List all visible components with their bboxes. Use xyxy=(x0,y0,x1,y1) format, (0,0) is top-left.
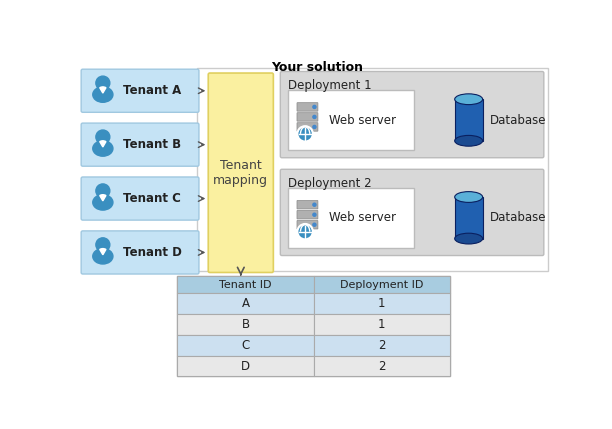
Bar xyxy=(177,314,314,335)
Circle shape xyxy=(96,130,110,144)
Text: C: C xyxy=(241,339,250,352)
Text: Database: Database xyxy=(490,211,547,224)
FancyBboxPatch shape xyxy=(297,123,318,131)
Circle shape xyxy=(313,213,316,216)
Circle shape xyxy=(313,115,316,118)
Wedge shape xyxy=(100,87,106,93)
FancyBboxPatch shape xyxy=(81,69,199,112)
Text: 2: 2 xyxy=(378,339,386,352)
Circle shape xyxy=(313,223,316,226)
Ellipse shape xyxy=(455,94,483,105)
Bar xyxy=(314,314,450,335)
Bar xyxy=(196,68,548,271)
Ellipse shape xyxy=(93,195,113,210)
Text: Tenant D: Tenant D xyxy=(123,246,182,259)
Text: D: D xyxy=(241,360,250,372)
Circle shape xyxy=(297,224,313,239)
Ellipse shape xyxy=(93,141,113,156)
FancyBboxPatch shape xyxy=(297,200,318,209)
Text: Tenant A: Tenant A xyxy=(123,84,181,97)
Text: Deployment 2: Deployment 2 xyxy=(288,177,371,190)
FancyBboxPatch shape xyxy=(81,177,199,220)
Ellipse shape xyxy=(455,233,483,244)
FancyBboxPatch shape xyxy=(208,73,274,272)
Bar xyxy=(177,276,314,293)
Text: Tenant
mapping: Tenant mapping xyxy=(214,159,268,187)
Wedge shape xyxy=(100,248,106,255)
Ellipse shape xyxy=(93,248,113,264)
Text: Deployment ID: Deployment ID xyxy=(340,280,424,290)
Circle shape xyxy=(96,76,110,90)
Bar xyxy=(177,356,314,376)
FancyBboxPatch shape xyxy=(297,113,318,121)
Bar xyxy=(455,99,483,141)
Bar xyxy=(177,293,314,314)
Text: Your solution: Your solution xyxy=(271,61,363,74)
Text: Web server: Web server xyxy=(329,211,396,224)
Ellipse shape xyxy=(93,87,113,102)
FancyBboxPatch shape xyxy=(280,169,544,256)
Text: A: A xyxy=(242,297,250,310)
Text: Tenant C: Tenant C xyxy=(123,192,181,205)
Ellipse shape xyxy=(455,192,483,202)
Bar xyxy=(314,356,450,376)
Text: Deployment 1: Deployment 1 xyxy=(288,79,371,92)
Text: 1: 1 xyxy=(378,297,386,310)
FancyBboxPatch shape xyxy=(297,221,318,229)
FancyBboxPatch shape xyxy=(81,123,199,166)
FancyBboxPatch shape xyxy=(297,211,318,219)
Bar xyxy=(288,188,414,248)
Text: Database: Database xyxy=(490,114,547,127)
Circle shape xyxy=(313,125,316,128)
Text: Tenant B: Tenant B xyxy=(123,138,181,151)
Wedge shape xyxy=(100,141,106,147)
Wedge shape xyxy=(100,195,106,201)
Circle shape xyxy=(313,106,316,109)
Bar xyxy=(455,197,483,239)
Bar xyxy=(314,276,450,293)
Ellipse shape xyxy=(455,136,483,146)
Bar xyxy=(314,293,450,314)
Circle shape xyxy=(96,184,110,198)
FancyBboxPatch shape xyxy=(297,103,318,111)
Bar xyxy=(288,90,414,150)
Circle shape xyxy=(297,126,313,142)
FancyBboxPatch shape xyxy=(81,231,199,274)
Bar xyxy=(177,276,450,376)
Text: 2: 2 xyxy=(378,360,386,372)
Circle shape xyxy=(96,238,110,252)
Circle shape xyxy=(313,203,316,206)
Bar xyxy=(314,335,450,356)
Bar xyxy=(177,335,314,356)
Text: Web server: Web server xyxy=(329,114,396,127)
Text: B: B xyxy=(241,318,250,331)
Text: Tenant ID: Tenant ID xyxy=(219,280,272,290)
FancyBboxPatch shape xyxy=(280,72,544,158)
Text: 1: 1 xyxy=(378,318,386,331)
